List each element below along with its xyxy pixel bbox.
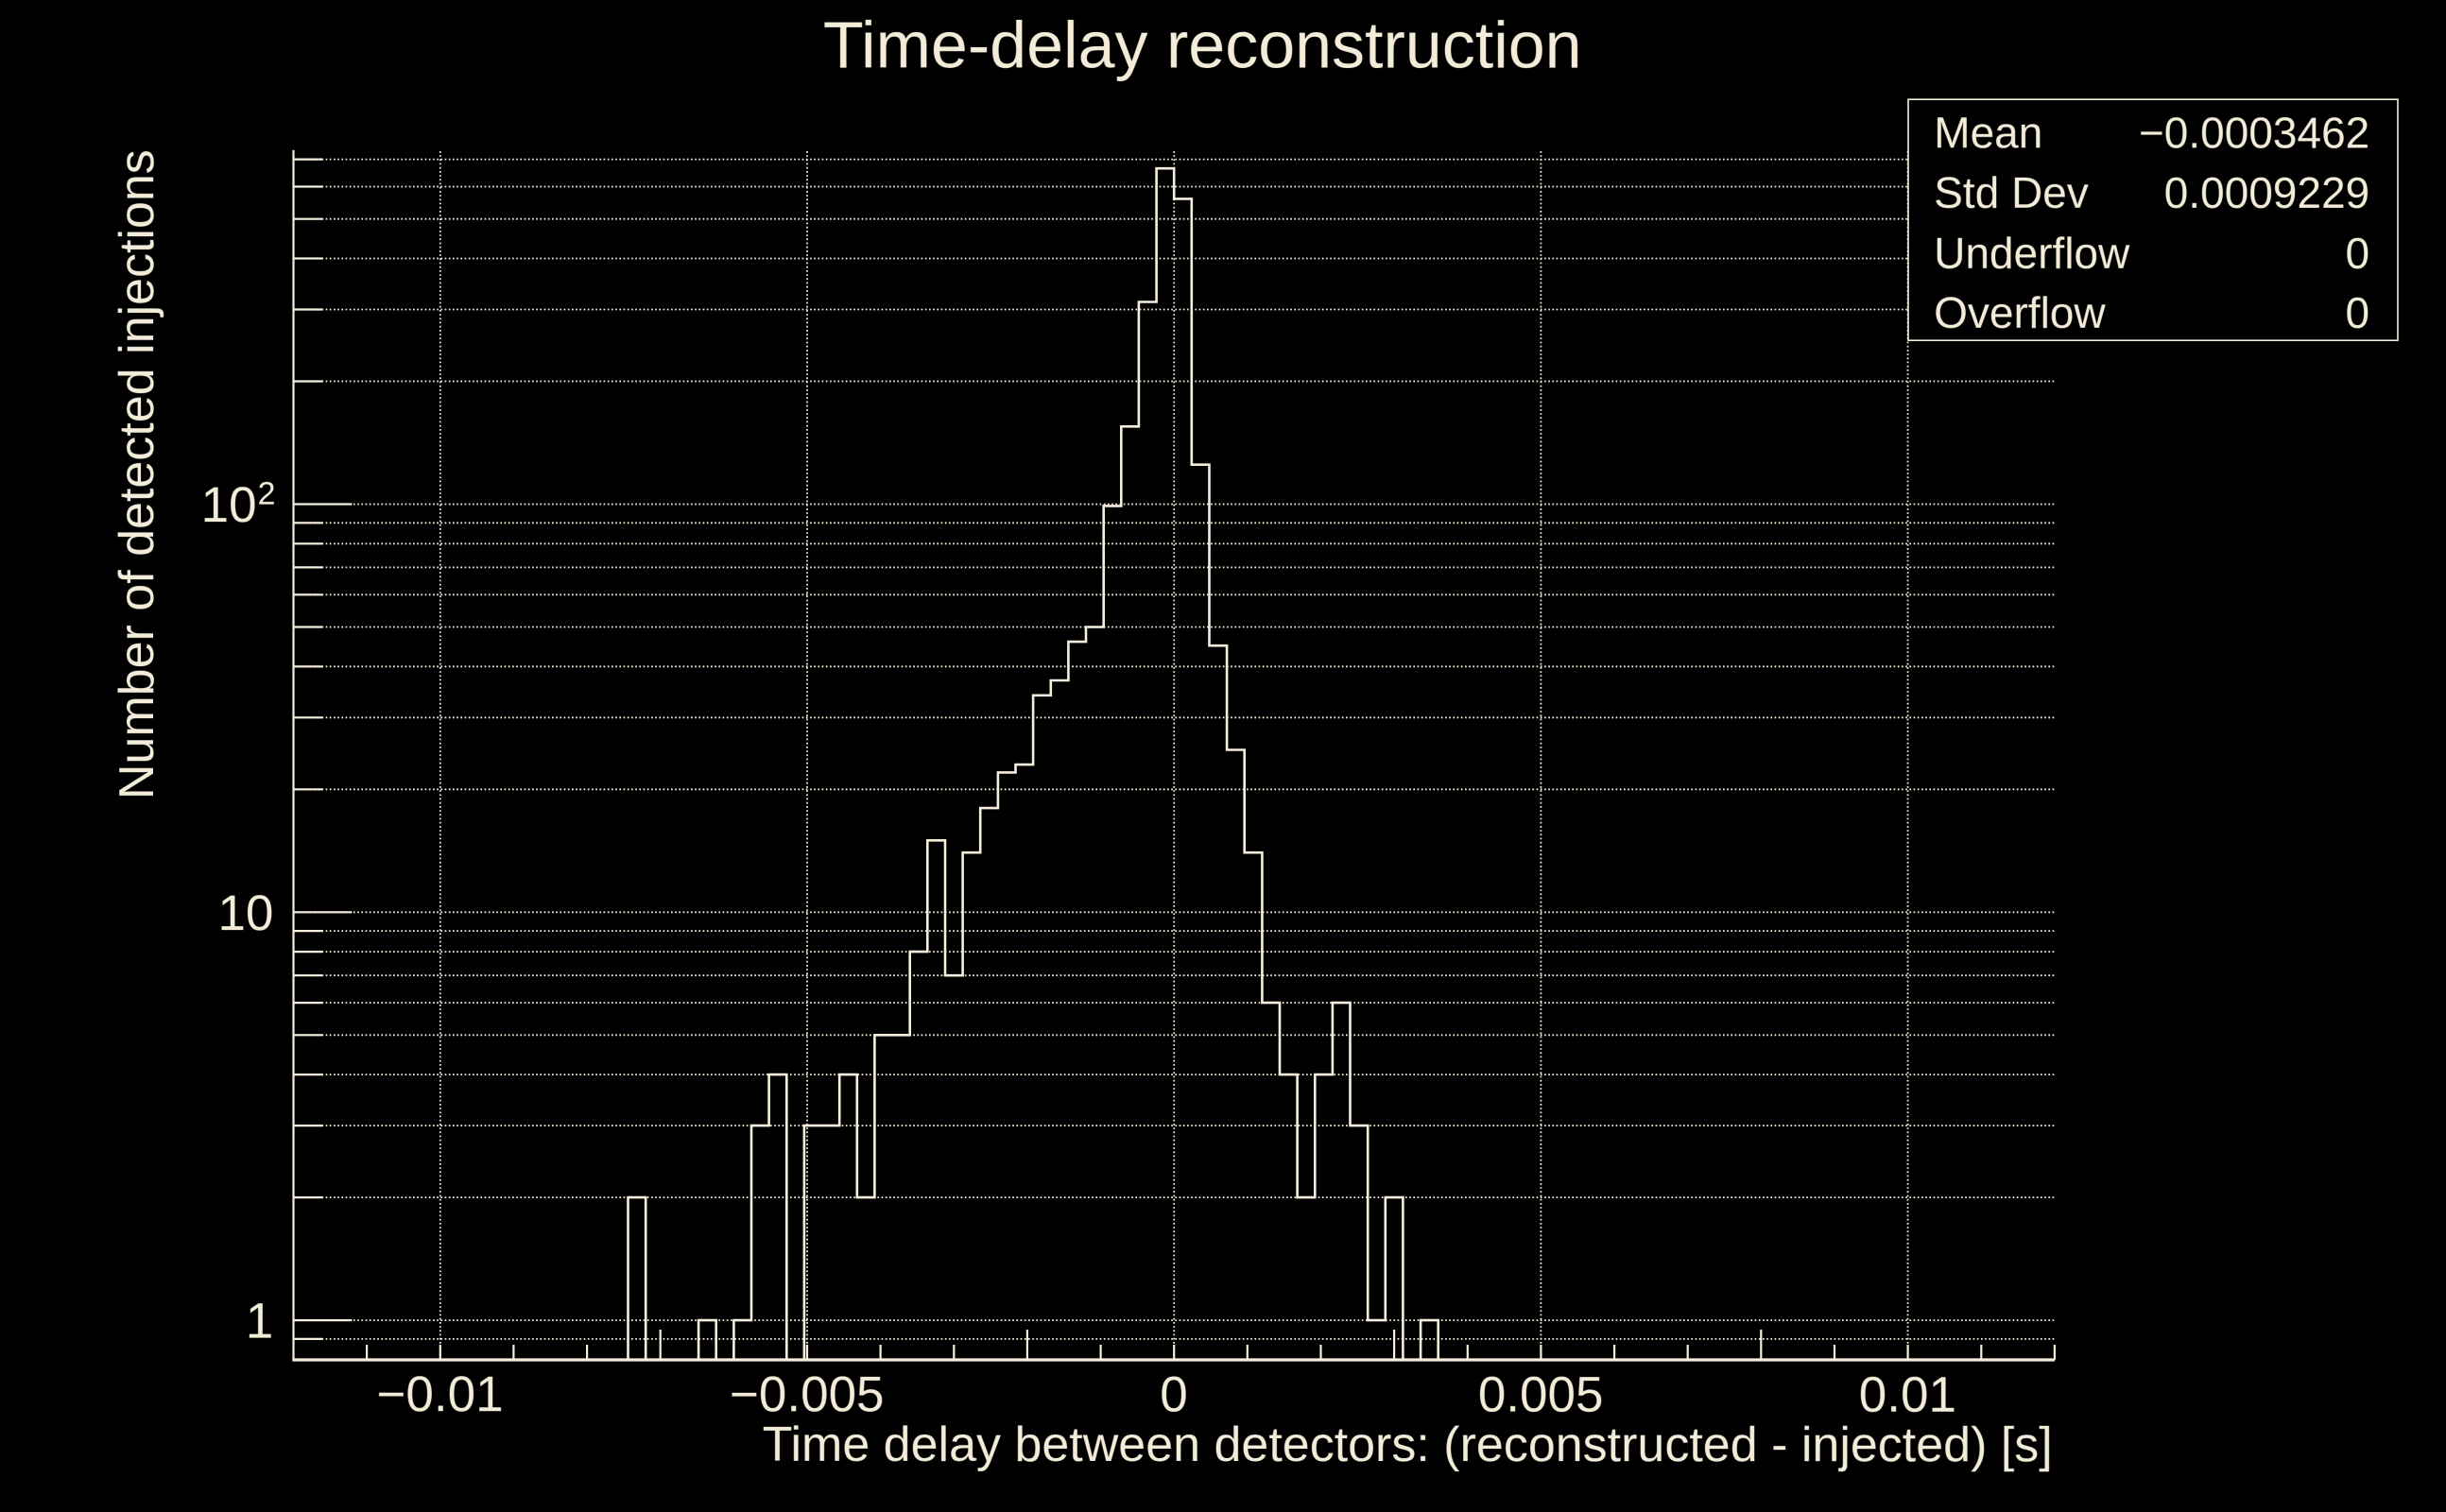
svg-text:Number of detected injections: Number of detected injections <box>110 149 164 799</box>
svg-text:−0.005: −0.005 <box>730 1366 885 1422</box>
svg-text:0: 0 <box>1160 1366 1188 1422</box>
svg-text:Overflow: Overflow <box>1934 288 2106 337</box>
svg-text:Std Dev: Std Dev <box>1934 168 2089 217</box>
svg-text:0: 0 <box>2346 288 2370 337</box>
svg-text:Mean: Mean <box>1934 108 2042 157</box>
svg-text:Time delay between detectors:: Time delay between detectors: (reconstru… <box>763 1418 2053 1472</box>
svg-text:0.005: 0.005 <box>1478 1366 1604 1422</box>
svg-text:10: 10 <box>217 885 273 941</box>
svg-text:0.01: 0.01 <box>1859 1367 1956 1423</box>
svg-text:0: 0 <box>2346 229 2370 278</box>
svg-text:0.0009229: 0.0009229 <box>2164 168 2369 217</box>
svg-text:−0.01: −0.01 <box>376 1366 503 1422</box>
svg-text:−0.0003462: −0.0003462 <box>2139 108 2369 157</box>
svg-text:10: 10 <box>201 477 257 533</box>
svg-text:Underflow: Underflow <box>1934 229 2130 278</box>
svg-text:1: 1 <box>246 1294 274 1349</box>
svg-text:Time-delay reconstruction: Time-delay reconstruction <box>823 8 1582 81</box>
svg-text:2: 2 <box>258 476 276 512</box>
